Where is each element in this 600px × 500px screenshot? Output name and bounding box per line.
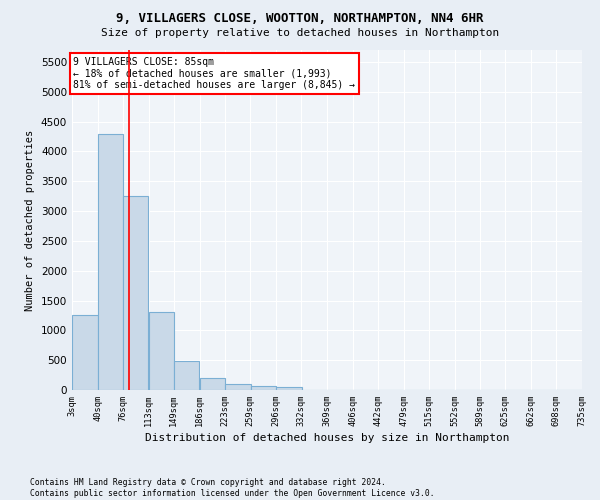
Bar [174,362,199,390]
Text: 9, VILLAGERS CLOSE, WOOTTON, NORTHAMPTON, NN4 6HR: 9, VILLAGERS CLOSE, WOOTTON, NORTHAMPTON… [116,12,484,26]
Bar [149,312,174,390]
Bar [123,196,148,390]
X-axis label: Distribution of detached houses by size in Northampton: Distribution of detached houses by size … [145,434,509,444]
Bar [98,134,124,390]
Bar [226,384,251,390]
Bar [251,386,276,390]
Text: 9 VILLAGERS CLOSE: 85sqm
← 18% of detached houses are smaller (1,993)
81% of sem: 9 VILLAGERS CLOSE: 85sqm ← 18% of detach… [73,57,355,90]
Text: Size of property relative to detached houses in Northampton: Size of property relative to detached ho… [101,28,499,38]
Bar [200,378,225,390]
Bar [72,316,98,390]
Text: Contains HM Land Registry data © Crown copyright and database right 2024.
Contai: Contains HM Land Registry data © Crown c… [30,478,434,498]
Bar [277,386,302,390]
Y-axis label: Number of detached properties: Number of detached properties [25,130,35,310]
